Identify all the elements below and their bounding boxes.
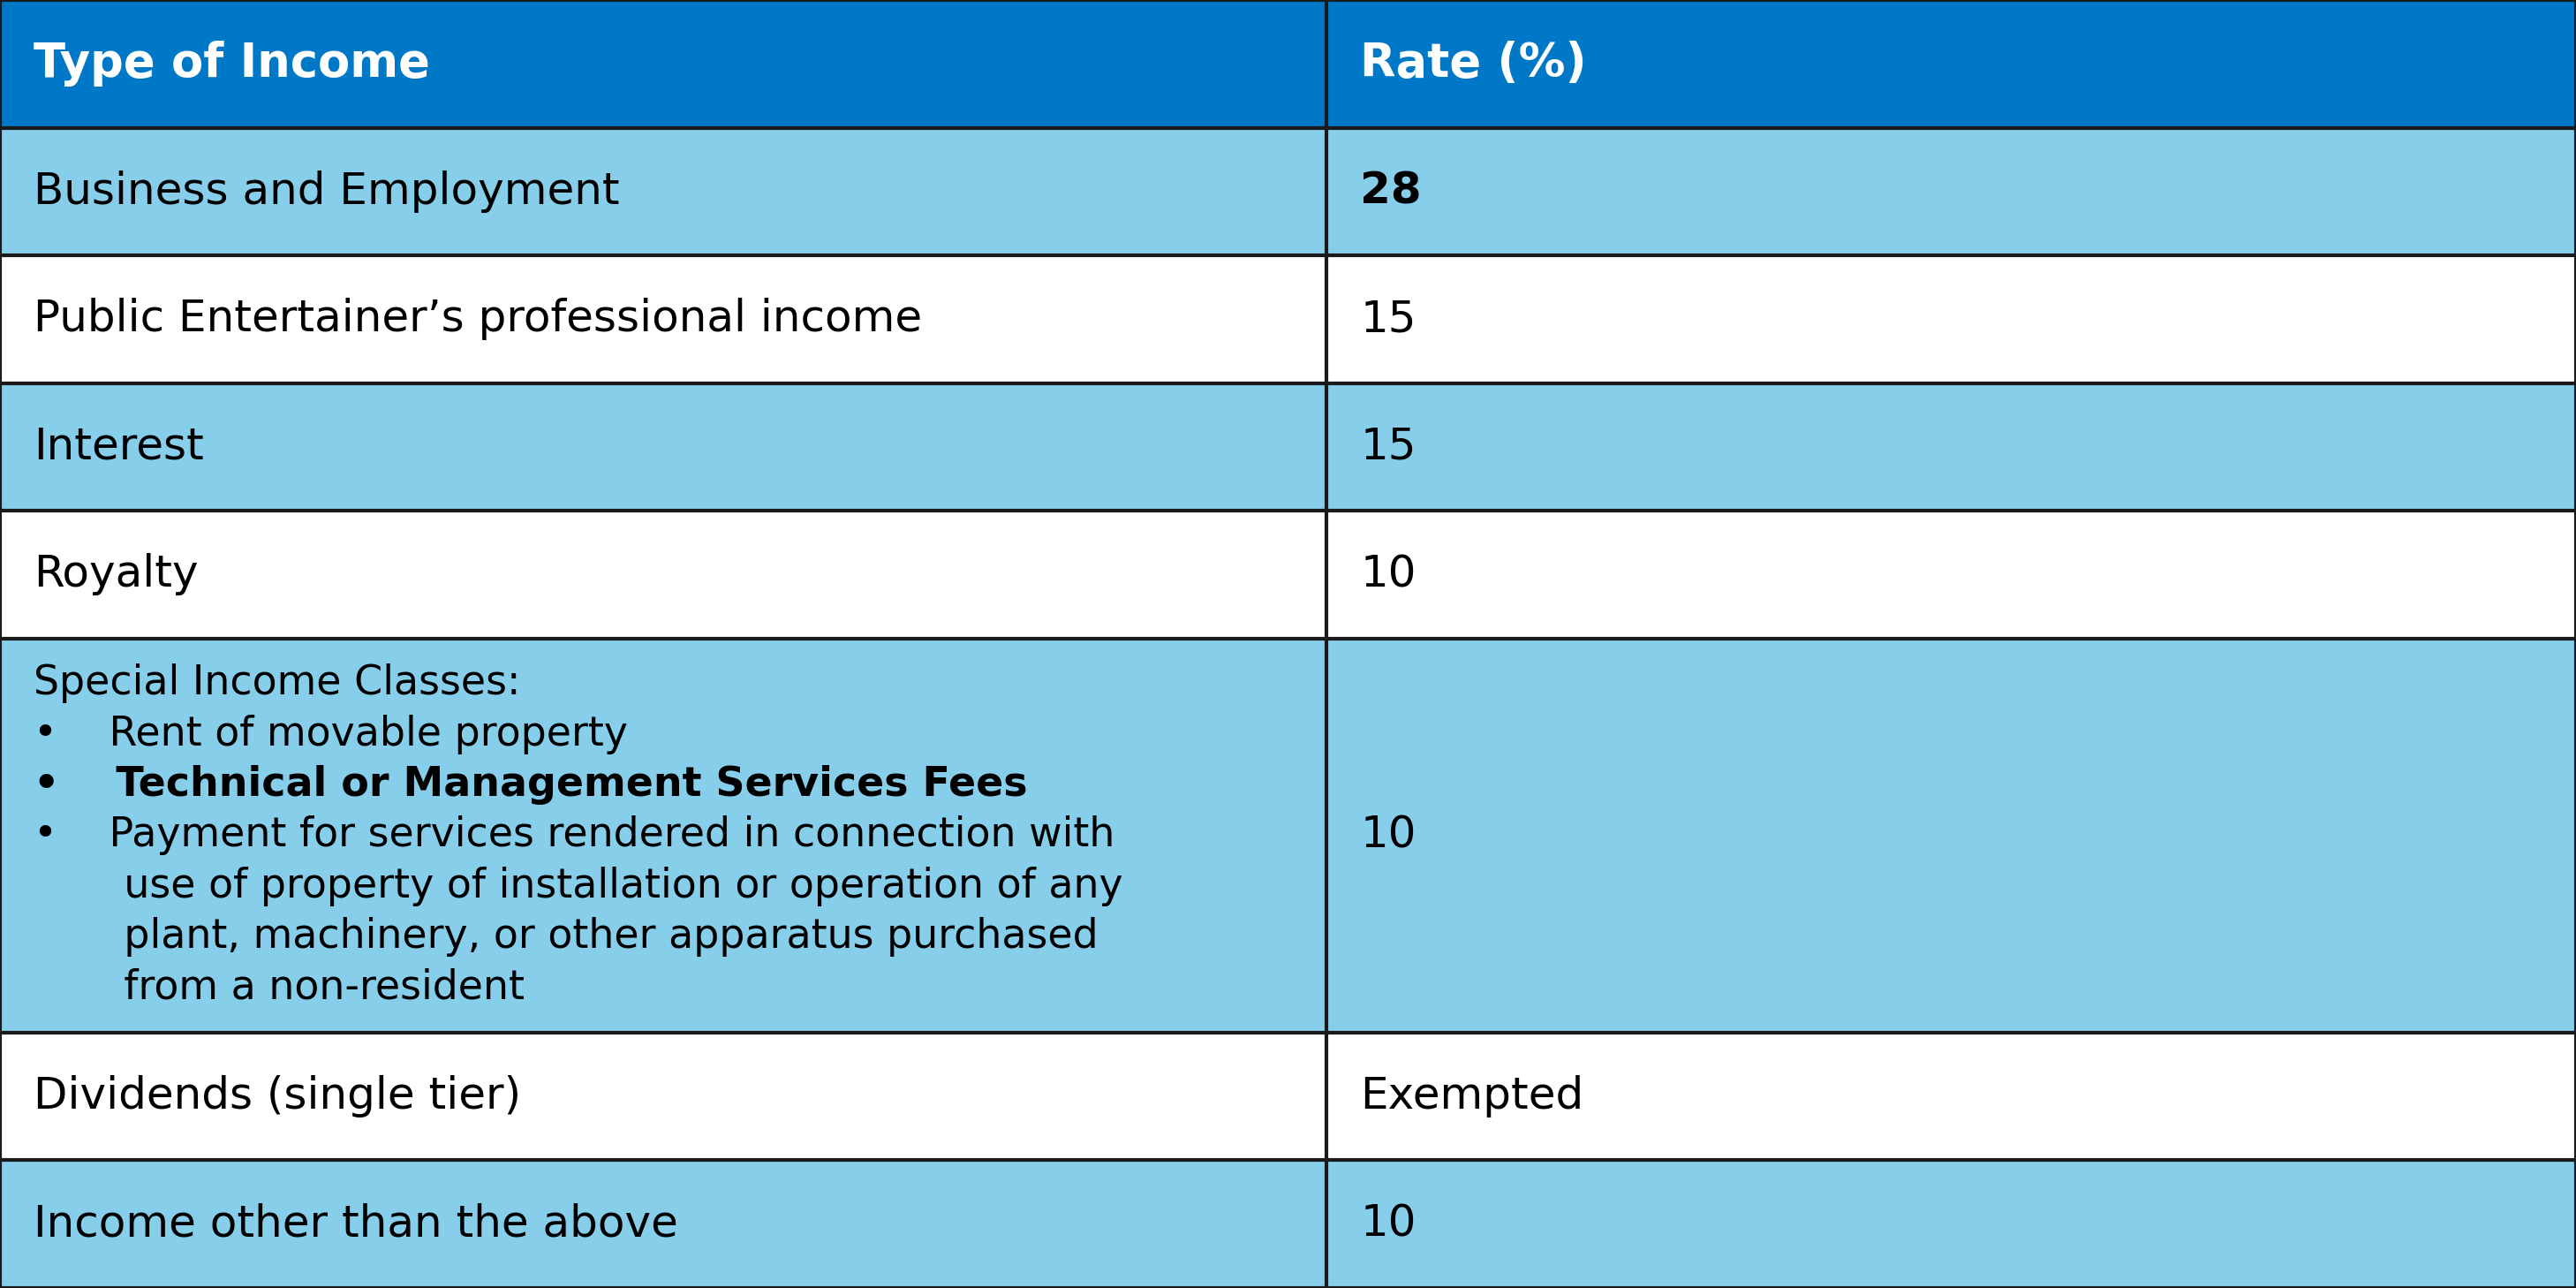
Bar xyxy=(0,1033,1327,1160)
Text: 10: 10 xyxy=(1360,554,1417,596)
Bar xyxy=(0,639,1327,1033)
Bar xyxy=(1327,511,2576,639)
Text: •    Technical or Management Services Fees: • Technical or Management Services Fees xyxy=(33,765,1028,805)
Text: •    Rent of movable property: • Rent of movable property xyxy=(33,715,629,755)
Text: Rate (%): Rate (%) xyxy=(1360,41,1587,86)
Text: Special Income Classes:: Special Income Classes: xyxy=(33,663,520,703)
Text: 10: 10 xyxy=(1360,814,1417,857)
Text: •    Payment for services rendered in connection with: • Payment for services rendered in conne… xyxy=(33,815,1115,855)
Bar xyxy=(1327,1033,2576,1160)
Text: Interest: Interest xyxy=(33,426,204,468)
Bar xyxy=(0,128,1327,255)
Bar xyxy=(1327,383,2576,511)
Text: 15: 15 xyxy=(1360,298,1417,340)
Text: Income other than the above: Income other than the above xyxy=(33,1203,677,1245)
Text: use of property of installation or operation of any: use of property of installation or opera… xyxy=(33,867,1123,905)
Bar xyxy=(0,0,2576,128)
Bar xyxy=(0,1160,1327,1288)
Bar xyxy=(1327,1160,2576,1288)
Bar xyxy=(1327,128,2576,255)
Bar xyxy=(1327,255,2576,383)
Text: from a non-resident: from a non-resident xyxy=(33,967,526,1007)
Text: Royalty: Royalty xyxy=(33,554,198,596)
Bar xyxy=(0,255,1327,383)
Bar xyxy=(0,383,1327,511)
Text: 10: 10 xyxy=(1360,1203,1417,1245)
Text: Dividends (single tier): Dividends (single tier) xyxy=(33,1075,520,1118)
Text: Public Entertainer’s professional income: Public Entertainer’s professional income xyxy=(33,298,922,340)
Text: Exempted: Exempted xyxy=(1360,1075,1584,1118)
Text: 15: 15 xyxy=(1360,426,1417,468)
Bar xyxy=(1327,639,2576,1033)
Bar xyxy=(0,511,1327,639)
Text: 28: 28 xyxy=(1360,170,1422,213)
Text: Business and Employment: Business and Employment xyxy=(33,170,621,213)
Text: plant, machinery, or other apparatus purchased: plant, machinery, or other apparatus pur… xyxy=(33,917,1097,957)
Text: Type of Income: Type of Income xyxy=(33,41,430,86)
